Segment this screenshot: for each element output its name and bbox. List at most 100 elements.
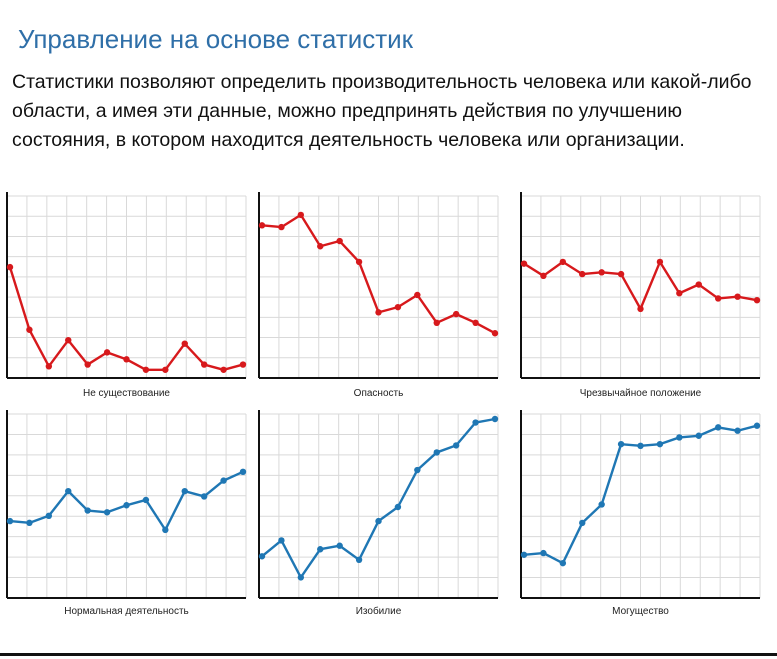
data-point	[394, 503, 402, 511]
data-point	[84, 361, 91, 368]
data-point	[142, 366, 150, 373]
data-point	[491, 415, 499, 423]
data-point	[45, 512, 53, 519]
data-point	[394, 303, 402, 311]
data-point	[297, 211, 305, 219]
chart-panel-normal: Нормальная деятельность	[5, 408, 248, 623]
data-point	[200, 493, 208, 500]
data-point	[452, 310, 460, 318]
chart-panel-affluence: Изобилие	[257, 408, 500, 623]
chart-panel-emergency: Чрезвычайное положение	[519, 190, 762, 405]
data-point	[676, 434, 683, 441]
chart-caption: Не существование	[82, 388, 170, 399]
chart-caption: Опасность	[353, 388, 404, 399]
data-point	[491, 330, 499, 337]
data-point	[414, 466, 421, 474]
data-point	[695, 432, 702, 439]
data-point	[714, 295, 722, 302]
data-point	[220, 477, 227, 484]
data-point	[336, 542, 343, 549]
data-point	[65, 337, 72, 344]
data-point	[200, 361, 208, 368]
data-point	[103, 349, 111, 356]
data-point	[336, 237, 343, 245]
data-point	[103, 509, 111, 516]
grid	[258, 195, 499, 379]
data-point	[6, 263, 14, 271]
data-point	[734, 427, 741, 434]
data-point	[220, 366, 227, 373]
data-point	[579, 270, 586, 278]
chart-danger	[258, 192, 499, 379]
chart-panel-nonexistence: Не существование	[5, 190, 248, 405]
data-point	[637, 442, 644, 450]
data-point	[84, 507, 91, 514]
data-point	[375, 517, 382, 525]
data-point	[540, 272, 547, 280]
data-point	[414, 291, 421, 299]
data-point	[65, 487, 72, 495]
data-point	[617, 440, 625, 448]
data-point	[258, 553, 266, 560]
data-point	[734, 293, 741, 300]
chart-affluence	[258, 410, 499, 599]
data-point	[6, 517, 14, 525]
data-point	[297, 574, 305, 581]
data-point	[452, 442, 460, 449]
data-point	[598, 269, 605, 276]
data-point	[753, 296, 761, 304]
data-point	[472, 319, 479, 326]
grid	[258, 413, 499, 599]
data-point	[239, 361, 247, 368]
data-point	[520, 260, 528, 267]
chart-nonexistence	[6, 192, 247, 379]
data-point	[559, 258, 567, 266]
data-point	[753, 422, 761, 429]
data-point	[45, 363, 53, 370]
chart-caption: Нормальная деятельность	[64, 606, 189, 617]
data-point	[258, 222, 266, 229]
grid	[6, 195, 247, 379]
chart-caption: Могущество	[612, 606, 669, 617]
bottom-divider	[0, 653, 777, 656]
data-point	[656, 258, 664, 266]
data-point	[714, 424, 722, 431]
data-point	[278, 537, 285, 544]
grid	[520, 195, 761, 379]
chart-normal	[6, 410, 247, 599]
data-point	[123, 356, 130, 363]
data-point	[355, 258, 363, 266]
data-point	[559, 559, 567, 567]
chart-panel-danger: Опасность	[257, 190, 500, 405]
data-point	[579, 519, 586, 527]
chart-emergency	[520, 192, 761, 379]
chart-power	[520, 410, 761, 599]
data-point	[181, 340, 188, 347]
data-point	[433, 319, 440, 326]
chart-caption: Чрезвычайное положение	[579, 388, 702, 399]
data-point	[317, 546, 324, 553]
data-point	[142, 496, 150, 504]
data-point	[239, 468, 247, 475]
chart-panel-power: Могущество	[519, 408, 762, 623]
data-point	[162, 366, 169, 373]
slide-title: Управление на основе статистик	[18, 24, 414, 54]
data-point	[278, 223, 285, 231]
chart-caption: Изобилие	[355, 606, 402, 617]
data-point	[520, 551, 528, 558]
grid	[520, 413, 761, 599]
data-point	[26, 519, 33, 527]
data-point	[540, 549, 547, 557]
data-point	[676, 290, 683, 297]
data-point	[656, 440, 664, 448]
data-point	[162, 526, 169, 534]
data-point	[317, 243, 324, 250]
data-point	[26, 326, 33, 333]
data-point	[695, 281, 702, 288]
data-point	[637, 305, 644, 313]
data-point	[617, 270, 625, 278]
data-point	[472, 419, 479, 426]
slide-description: Статистики позволяют определить производ…	[12, 71, 752, 151]
data-point	[355, 556, 363, 563]
data-point	[598, 501, 605, 508]
